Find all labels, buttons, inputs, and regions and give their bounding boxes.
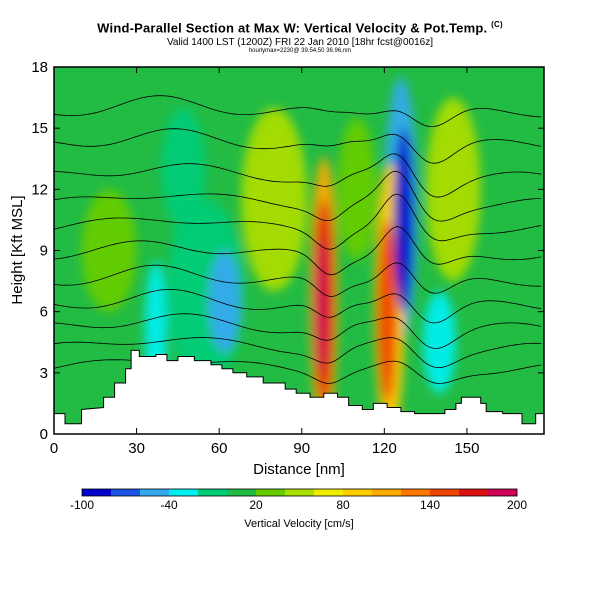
- theta-contour-315: [54, 153, 542, 198]
- colorbar-tick-20: 20: [249, 498, 263, 512]
- colorbar-swatch-6: [256, 489, 286, 496]
- y-tick-label-6: 6: [40, 304, 48, 321]
- theta-contour-305: [54, 193, 542, 250]
- colorbar-tick--40: -40: [160, 498, 178, 512]
- y-tick-label-0: 0: [40, 426, 48, 443]
- colorbar-swatch-0: [82, 489, 112, 496]
- colorbar-frame: [81, 488, 518, 497]
- y-tick-label-12: 12: [31, 181, 48, 198]
- x-tick-label-90: 90: [293, 440, 310, 457]
- colorbar-swatch-14: [488, 489, 518, 496]
- colorbar-tick--100: -100: [70, 498, 94, 512]
- colorbar-tick-140: 140: [420, 498, 440, 512]
- y-tick-label-9: 9: [40, 243, 48, 260]
- terrain-mask: [54, 349, 544, 434]
- theta-contour-300: [54, 226, 542, 276]
- colorbar-swatch-10: [372, 489, 402, 496]
- theta-contour-325: [54, 95, 542, 128]
- velocity-features: [81, 77, 481, 434]
- x-tick-label-150: 150: [454, 440, 479, 457]
- colorbar-swatch-9: [343, 489, 373, 496]
- y-tick-label-18: 18: [31, 59, 48, 76]
- theta-contour-310: [54, 170, 542, 222]
- velocity-feature-13: [422, 291, 456, 394]
- colorbar-label: Vertical Velocity [cm/s]: [244, 518, 353, 530]
- colorbar-swatch-5: [227, 489, 257, 496]
- velocity-feature-10: [377, 219, 397, 404]
- theta-contour-290: [54, 288, 542, 324]
- plot-area: [54, 67, 544, 434]
- theta-contour-295: [54, 262, 542, 298]
- colorbar-swatch-12: [430, 489, 460, 496]
- colorbar-swatch-3: [169, 489, 199, 496]
- velocity-feature-2: [425, 97, 481, 282]
- x-axis-ticks: 0 30 60 90 120 150: [50, 67, 479, 457]
- x-tick-label-60: 60: [211, 440, 228, 457]
- colorbar-swatch-4: [198, 489, 228, 496]
- x-tick-label-120: 120: [372, 440, 397, 457]
- x-tick-label-30: 30: [128, 440, 145, 457]
- velocity-feature-6: [81, 189, 137, 312]
- colorbar-tick-200: 200: [507, 498, 527, 512]
- colorbar: -100 -40 20 80 140 200: [70, 488, 527, 512]
- colorbar-swatch-13: [459, 489, 489, 496]
- colorbar-swatch-1: [111, 489, 141, 496]
- chart-title: Wind-Parallel Section at Max W: Vertical…: [97, 20, 503, 36]
- copyright-flag: (C): [491, 20, 503, 29]
- colorbar-swatch-7: [285, 489, 315, 496]
- velocity-feature-11: [393, 128, 414, 312]
- y-axis-ticks: 0 3 6 9 12 15 18: [31, 59, 544, 443]
- velocity-feature-12: [208, 250, 242, 353]
- colorbar-swatch-8: [314, 489, 344, 496]
- theta-contour-285: [54, 313, 542, 349]
- velocity-feature-1: [241, 107, 308, 292]
- velocity-feature-15: [314, 240, 328, 371]
- y-axis-label: Height [Kft MSL]: [9, 195, 26, 304]
- theta-contour-320: [54, 128, 542, 164]
- x-tick-label-0: 0: [50, 440, 58, 457]
- velocity-feature-8: [161, 107, 206, 231]
- velocity-feature-7: [337, 117, 377, 261]
- y-tick-label-3: 3: [40, 365, 48, 382]
- colorbar-swatch-2: [140, 489, 170, 496]
- theta-contour-280: [54, 337, 542, 369]
- hourly-max-line: hourlymax=2230@ 39.54,50 36.96,nm: [248, 48, 352, 54]
- x-axis-label: Distance [nm]: [253, 461, 345, 478]
- colorbar-tick-80: 80: [336, 498, 350, 512]
- colorbar-swatch-11: [401, 489, 431, 496]
- valid-time-line: Valid 1400 LST (1200Z) FRI 22 Jan 2010 […: [166, 37, 434, 48]
- y-tick-label-15: 15: [31, 120, 48, 137]
